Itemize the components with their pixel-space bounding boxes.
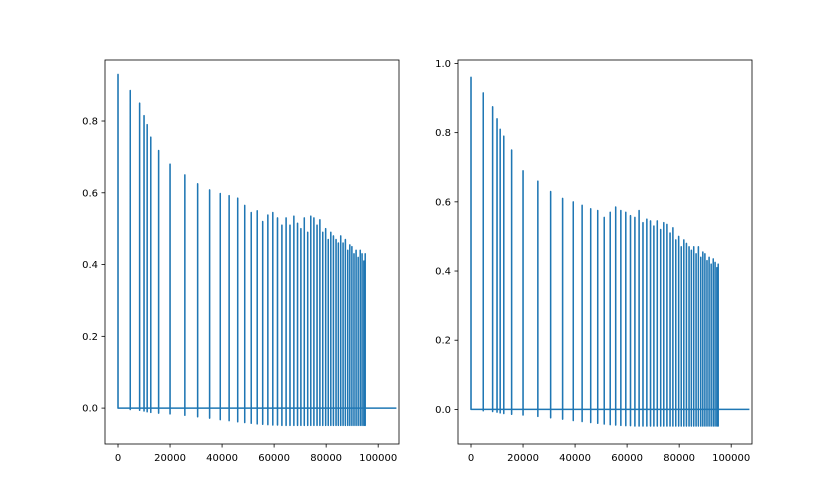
x-tick-label: 100000 bbox=[712, 453, 750, 464]
y-tick-label: 0.2 bbox=[82, 332, 98, 343]
x-tick-label: 60000 bbox=[611, 453, 643, 464]
x-tick-label: 20000 bbox=[507, 453, 539, 464]
x-tick-label: 60000 bbox=[258, 453, 290, 464]
axes-frame bbox=[457, 59, 753, 445]
y-tick-label: 1.0 bbox=[435, 59, 451, 70]
x-tick-label: 80000 bbox=[310, 453, 342, 464]
y-tick-label: 0.6 bbox=[82, 188, 98, 199]
x-tick-label: 80000 bbox=[663, 453, 695, 464]
y-tick-label: 0.0 bbox=[435, 405, 451, 416]
x-tick-label: 40000 bbox=[206, 453, 238, 464]
y-tick-label: 0.4 bbox=[82, 260, 98, 271]
left-subplot: 0 20000 40000 60000 80000 100000 0.0 0.2 0.4 0.6 0… bbox=[82, 59, 400, 464]
y-tick-label: 0.0 bbox=[82, 404, 98, 415]
x-tick-label: 20000 bbox=[154, 453, 186, 464]
y-tick-label: 0.2 bbox=[435, 336, 451, 347]
x-tick-label: 100000 bbox=[359, 453, 397, 464]
y-tick-label: 0.8 bbox=[82, 117, 98, 128]
x-tick-label: 0 bbox=[115, 453, 121, 464]
axes-frame bbox=[104, 59, 400, 445]
y-tick-label: 0.6 bbox=[435, 197, 451, 208]
y-tick-label: 0.4 bbox=[435, 267, 451, 278]
x-tick-label: 40000 bbox=[559, 453, 591, 464]
right-subplot: 0 20000 40000 60000 80000 100000 0.0 0.2 0.4 0.6 0… bbox=[435, 59, 753, 464]
y-tick-label: 0.8 bbox=[435, 128, 451, 139]
x-tick-label: 0 bbox=[468, 453, 474, 464]
